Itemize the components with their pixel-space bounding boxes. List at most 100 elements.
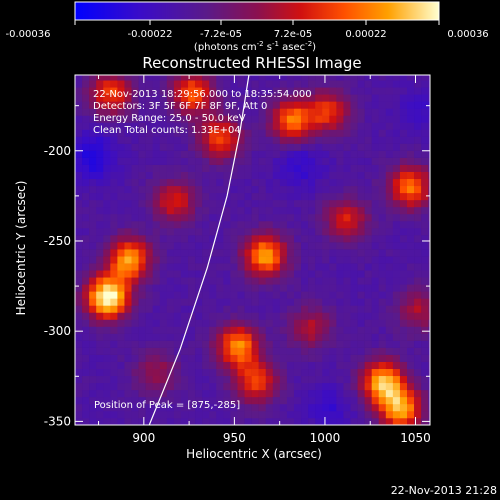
heatmap-cell: [378, 129, 387, 137]
heatmap-cell: [421, 319, 429, 327]
heatmap-cell: [308, 220, 316, 229]
heatmap-cell: [414, 319, 422, 327]
heatmap-cell: [399, 410, 408, 419]
heatmap-cell: [279, 319, 288, 327]
heatmap-cell: [131, 220, 139, 229]
heatmap-cell: [180, 375, 189, 384]
heatmap-cell: [293, 171, 302, 180]
heatmap-cell: [89, 284, 97, 292]
heatmap-cell: [103, 164, 111, 172]
heatmap-cell: [124, 284, 132, 292]
heatmap-cell: [364, 75, 372, 81]
heatmap-cell: [103, 375, 111, 384]
heatmap-cell: [195, 340, 203, 348]
heatmap-cell: [322, 136, 330, 144]
heatmap-cell: [322, 178, 330, 187]
heatmap-cell: [301, 75, 309, 81]
heatmap-cell: [272, 368, 281, 377]
heatmap-cell: [223, 249, 231, 257]
heatmap-cell: [202, 206, 210, 215]
heatmap-cell: [329, 157, 337, 165]
heatmap-cell: [385, 206, 394, 215]
heatmap-cell: [131, 361, 139, 370]
heatmap-cell: [251, 75, 259, 81]
heatmap-cell: [385, 94, 394, 102]
heatmap-cell: [188, 382, 196, 391]
heatmap-cell: [392, 270, 401, 278]
heatmap-cell: [329, 284, 337, 292]
heatmap-cell: [399, 298, 408, 306]
heatmap-cell: [428, 157, 430, 165]
heatmap-cell: [166, 94, 175, 102]
heatmap-cell: [166, 206, 175, 215]
heatmap-cell: [138, 157, 146, 165]
heatmap-cell: [223, 403, 231, 412]
heatmap-cell: [89, 340, 97, 348]
heatmap-cell: [279, 403, 288, 412]
heatmap-cell: [279, 94, 288, 102]
heatmap-cell: [110, 150, 118, 158]
heatmap-cell: [251, 227, 259, 236]
heatmap-cell: [399, 291, 408, 299]
heatmap-cell: [216, 213, 224, 222]
heatmap-cell: [145, 220, 153, 229]
heatmap-cell: [223, 298, 231, 306]
heatmap-cell: [96, 340, 104, 348]
heatmap-cell: [124, 136, 132, 144]
heatmap-cell: [343, 227, 351, 236]
heatmap-cell: [202, 410, 210, 419]
heatmap-cell: [131, 157, 139, 165]
heatmap-cell: [357, 403, 365, 412]
heatmap-cell: [209, 115, 217, 123]
heatmap-cell: [251, 319, 259, 327]
heatmap-cell: [265, 389, 274, 398]
heatmap-cell: [209, 319, 217, 327]
heatmap-cell: [392, 94, 401, 102]
heatmap-cell: [293, 227, 302, 236]
heatmap-cell: [138, 206, 146, 215]
heatmap-cell: [138, 270, 146, 278]
heatmap-cell: [272, 354, 281, 362]
heatmap-cell: [279, 115, 288, 123]
heatmap-cell: [364, 340, 372, 348]
heatmap-cell: [96, 143, 104, 151]
heatmap-cell: [336, 213, 344, 222]
heatmap-cell: [138, 340, 146, 348]
heatmap-cell: [82, 298, 90, 306]
heatmap-cell: [166, 403, 175, 412]
heatmap-cell: [230, 94, 238, 102]
heatmap-cell: [152, 340, 161, 348]
heatmap-cell: [364, 150, 372, 158]
heatmap-cell: [117, 192, 125, 201]
heatmap-cell: [173, 319, 182, 327]
heatmap-cell: [286, 242, 295, 250]
heatmap-cell: [258, 227, 267, 236]
heatmap-cell: [152, 319, 161, 327]
heatmap-cell: [244, 157, 252, 165]
heatmap-cell: [251, 382, 259, 391]
heatmap-cell: [180, 298, 189, 306]
heatmap-cell: [364, 136, 372, 144]
heatmap-cell: [421, 333, 429, 341]
heatmap-cell: [216, 347, 224, 355]
heatmap-cell: [392, 75, 401, 81]
heatmap-cell: [385, 115, 394, 123]
heatmap-cell: [399, 75, 408, 81]
heatmap-cell: [301, 410, 309, 419]
footer-timestamp: 22-Nov-2013 21:28: [391, 484, 497, 497]
heatmap-cell: [237, 143, 245, 151]
heatmap-cell: [103, 136, 111, 144]
heatmap-cell: [407, 108, 415, 116]
heatmap-cell: [421, 122, 429, 130]
heatmap-cell: [209, 368, 217, 377]
heatmap-cell: [251, 375, 259, 384]
heatmap-cell: [414, 396, 422, 405]
heatmap-cell: [329, 235, 337, 243]
heatmap-cell: [258, 108, 267, 116]
heatmap-cell: [392, 185, 401, 194]
heatmap-cell: [202, 326, 210, 334]
heatmap-cell: [371, 263, 380, 271]
heatmap-cell: [421, 220, 429, 229]
heatmap-cell: [279, 75, 288, 81]
heatmap-cell: [399, 312, 408, 320]
